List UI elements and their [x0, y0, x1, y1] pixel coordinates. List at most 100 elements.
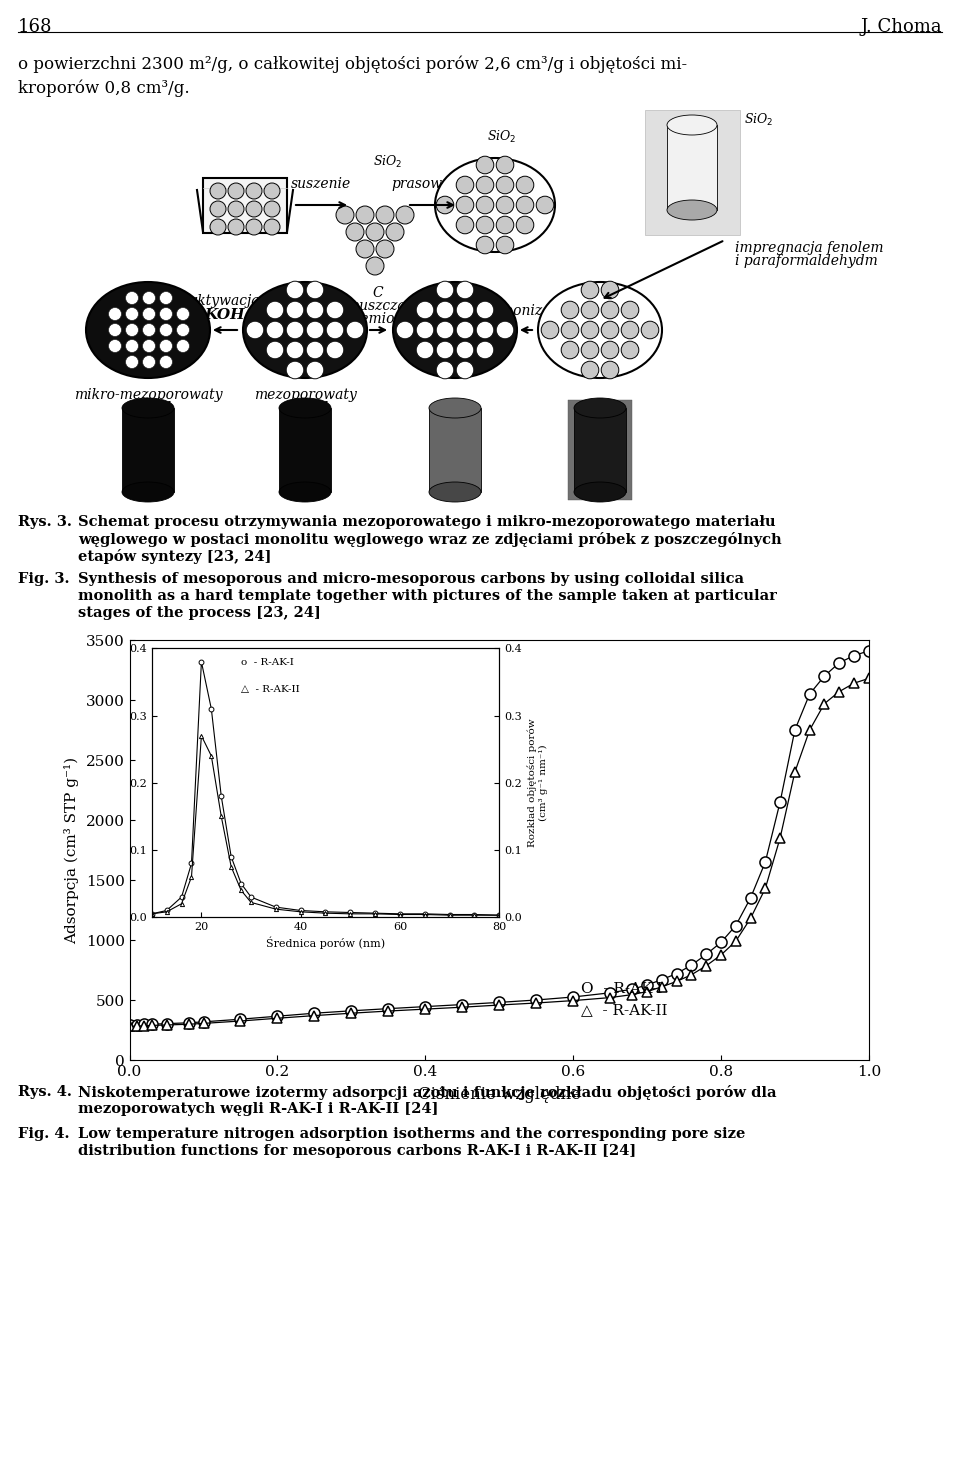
Text: KOH: KOH: [204, 309, 245, 322]
FancyBboxPatch shape: [203, 178, 287, 234]
Ellipse shape: [435, 157, 555, 251]
Text: etapów syntezy [23, 24]: etapów syntezy [23, 24]: [78, 548, 272, 564]
Ellipse shape: [279, 398, 331, 417]
Circle shape: [347, 322, 364, 338]
Text: stages of the process [23, 24]: stages of the process [23, 24]: [78, 606, 321, 620]
Bar: [645, 110, 740, 235]
Text: Low temperature nitrogen adsorption isotherms and the corresponding pore size: Low temperature nitrogen adsorption isot…: [78, 1127, 745, 1141]
Circle shape: [601, 362, 619, 379]
Circle shape: [159, 291, 173, 304]
Circle shape: [326, 322, 344, 338]
Circle shape: [326, 341, 344, 359]
Circle shape: [496, 237, 514, 254]
Circle shape: [396, 206, 414, 223]
Circle shape: [159, 340, 173, 353]
Circle shape: [562, 341, 579, 359]
Circle shape: [266, 322, 284, 338]
Circle shape: [581, 281, 599, 298]
Circle shape: [108, 307, 122, 320]
Circle shape: [581, 322, 599, 338]
Circle shape: [142, 323, 156, 337]
Circle shape: [456, 176, 474, 194]
Ellipse shape: [86, 282, 210, 378]
Circle shape: [177, 340, 189, 353]
Circle shape: [142, 291, 156, 304]
Circle shape: [142, 307, 156, 320]
Bar: [667, 125, 717, 210]
Circle shape: [496, 216, 514, 234]
Circle shape: [210, 182, 226, 198]
X-axis label: Ciśnienie względne: Ciśnienie względne: [418, 1086, 581, 1102]
Circle shape: [126, 291, 138, 304]
Circle shape: [476, 176, 493, 194]
Circle shape: [476, 156, 493, 173]
Circle shape: [336, 206, 354, 223]
Text: mezoporowatych węgli R-AK-I i R-AK-II [24]: mezoporowatych węgli R-AK-I i R-AK-II [2…: [78, 1102, 439, 1116]
Text: rozpuszczanie: rozpuszczanie: [328, 298, 427, 313]
Text: Rys. 3.: Rys. 3.: [18, 514, 72, 529]
Ellipse shape: [429, 398, 481, 417]
Ellipse shape: [429, 482, 481, 501]
Circle shape: [436, 322, 454, 338]
Ellipse shape: [243, 282, 367, 378]
Text: prasowanie: prasowanie: [392, 176, 472, 191]
Circle shape: [264, 182, 280, 198]
Circle shape: [376, 240, 394, 259]
Circle shape: [417, 322, 434, 338]
Circle shape: [177, 323, 189, 337]
Circle shape: [476, 341, 493, 359]
Text: i paraformaldehydm: i paraformaldehydm: [735, 254, 877, 268]
Circle shape: [436, 281, 454, 298]
Circle shape: [601, 341, 619, 359]
Circle shape: [386, 223, 404, 241]
Text: krzemionki: krzemionki: [339, 312, 418, 326]
Circle shape: [177, 307, 189, 320]
Circle shape: [246, 219, 262, 235]
Circle shape: [476, 216, 493, 234]
Text: węglowego w postaci monolitu węglowego wraz ze zdjęciami próbek z poszczególnych: węglowego w postaci monolitu węglowego w…: [78, 532, 781, 547]
Circle shape: [601, 301, 619, 319]
Text: karbonizacja: karbonizacja: [481, 304, 571, 318]
Text: impregnacja fenolem: impregnacja fenolem: [735, 241, 883, 254]
Circle shape: [476, 301, 493, 319]
Text: SiO$_2$: SiO$_2$: [373, 154, 402, 171]
Circle shape: [621, 301, 638, 319]
Text: monolith as a hard template together with pictures of the sample taken at partic: monolith as a hard template together wit…: [78, 589, 777, 603]
Circle shape: [159, 323, 173, 337]
Circle shape: [126, 307, 138, 320]
Bar: [122, 409, 174, 492]
Ellipse shape: [122, 398, 174, 417]
Text: Schemat procesu otrzymywania mezoporowatego i mikro-mezoporowatego materiału: Schemat procesu otrzymywania mezoporowat…: [78, 514, 776, 529]
Text: Fig. 3.: Fig. 3.: [18, 572, 69, 587]
Text: mikro-mezoporowaty: mikro-mezoporowaty: [74, 388, 223, 401]
Circle shape: [210, 219, 226, 235]
Circle shape: [396, 322, 414, 338]
Text: SiO$_2$: SiO$_2$: [744, 112, 774, 128]
Circle shape: [306, 341, 324, 359]
Ellipse shape: [667, 200, 717, 220]
Circle shape: [476, 196, 493, 213]
Circle shape: [456, 281, 474, 298]
Circle shape: [641, 322, 659, 338]
Circle shape: [246, 322, 264, 338]
Circle shape: [159, 356, 173, 369]
Circle shape: [228, 182, 244, 198]
Circle shape: [306, 362, 324, 379]
Ellipse shape: [538, 282, 662, 378]
Circle shape: [476, 322, 493, 338]
Circle shape: [346, 223, 364, 241]
Circle shape: [601, 322, 619, 338]
Circle shape: [366, 257, 384, 275]
Bar: [429, 409, 481, 492]
Circle shape: [264, 201, 280, 218]
Circle shape: [621, 322, 638, 338]
Circle shape: [516, 196, 534, 213]
Ellipse shape: [667, 115, 717, 135]
Circle shape: [142, 356, 156, 369]
Circle shape: [159, 307, 173, 320]
Circle shape: [436, 341, 454, 359]
Circle shape: [581, 301, 599, 319]
Circle shape: [456, 301, 474, 319]
Circle shape: [266, 341, 284, 359]
Text: 168: 168: [18, 18, 53, 35]
